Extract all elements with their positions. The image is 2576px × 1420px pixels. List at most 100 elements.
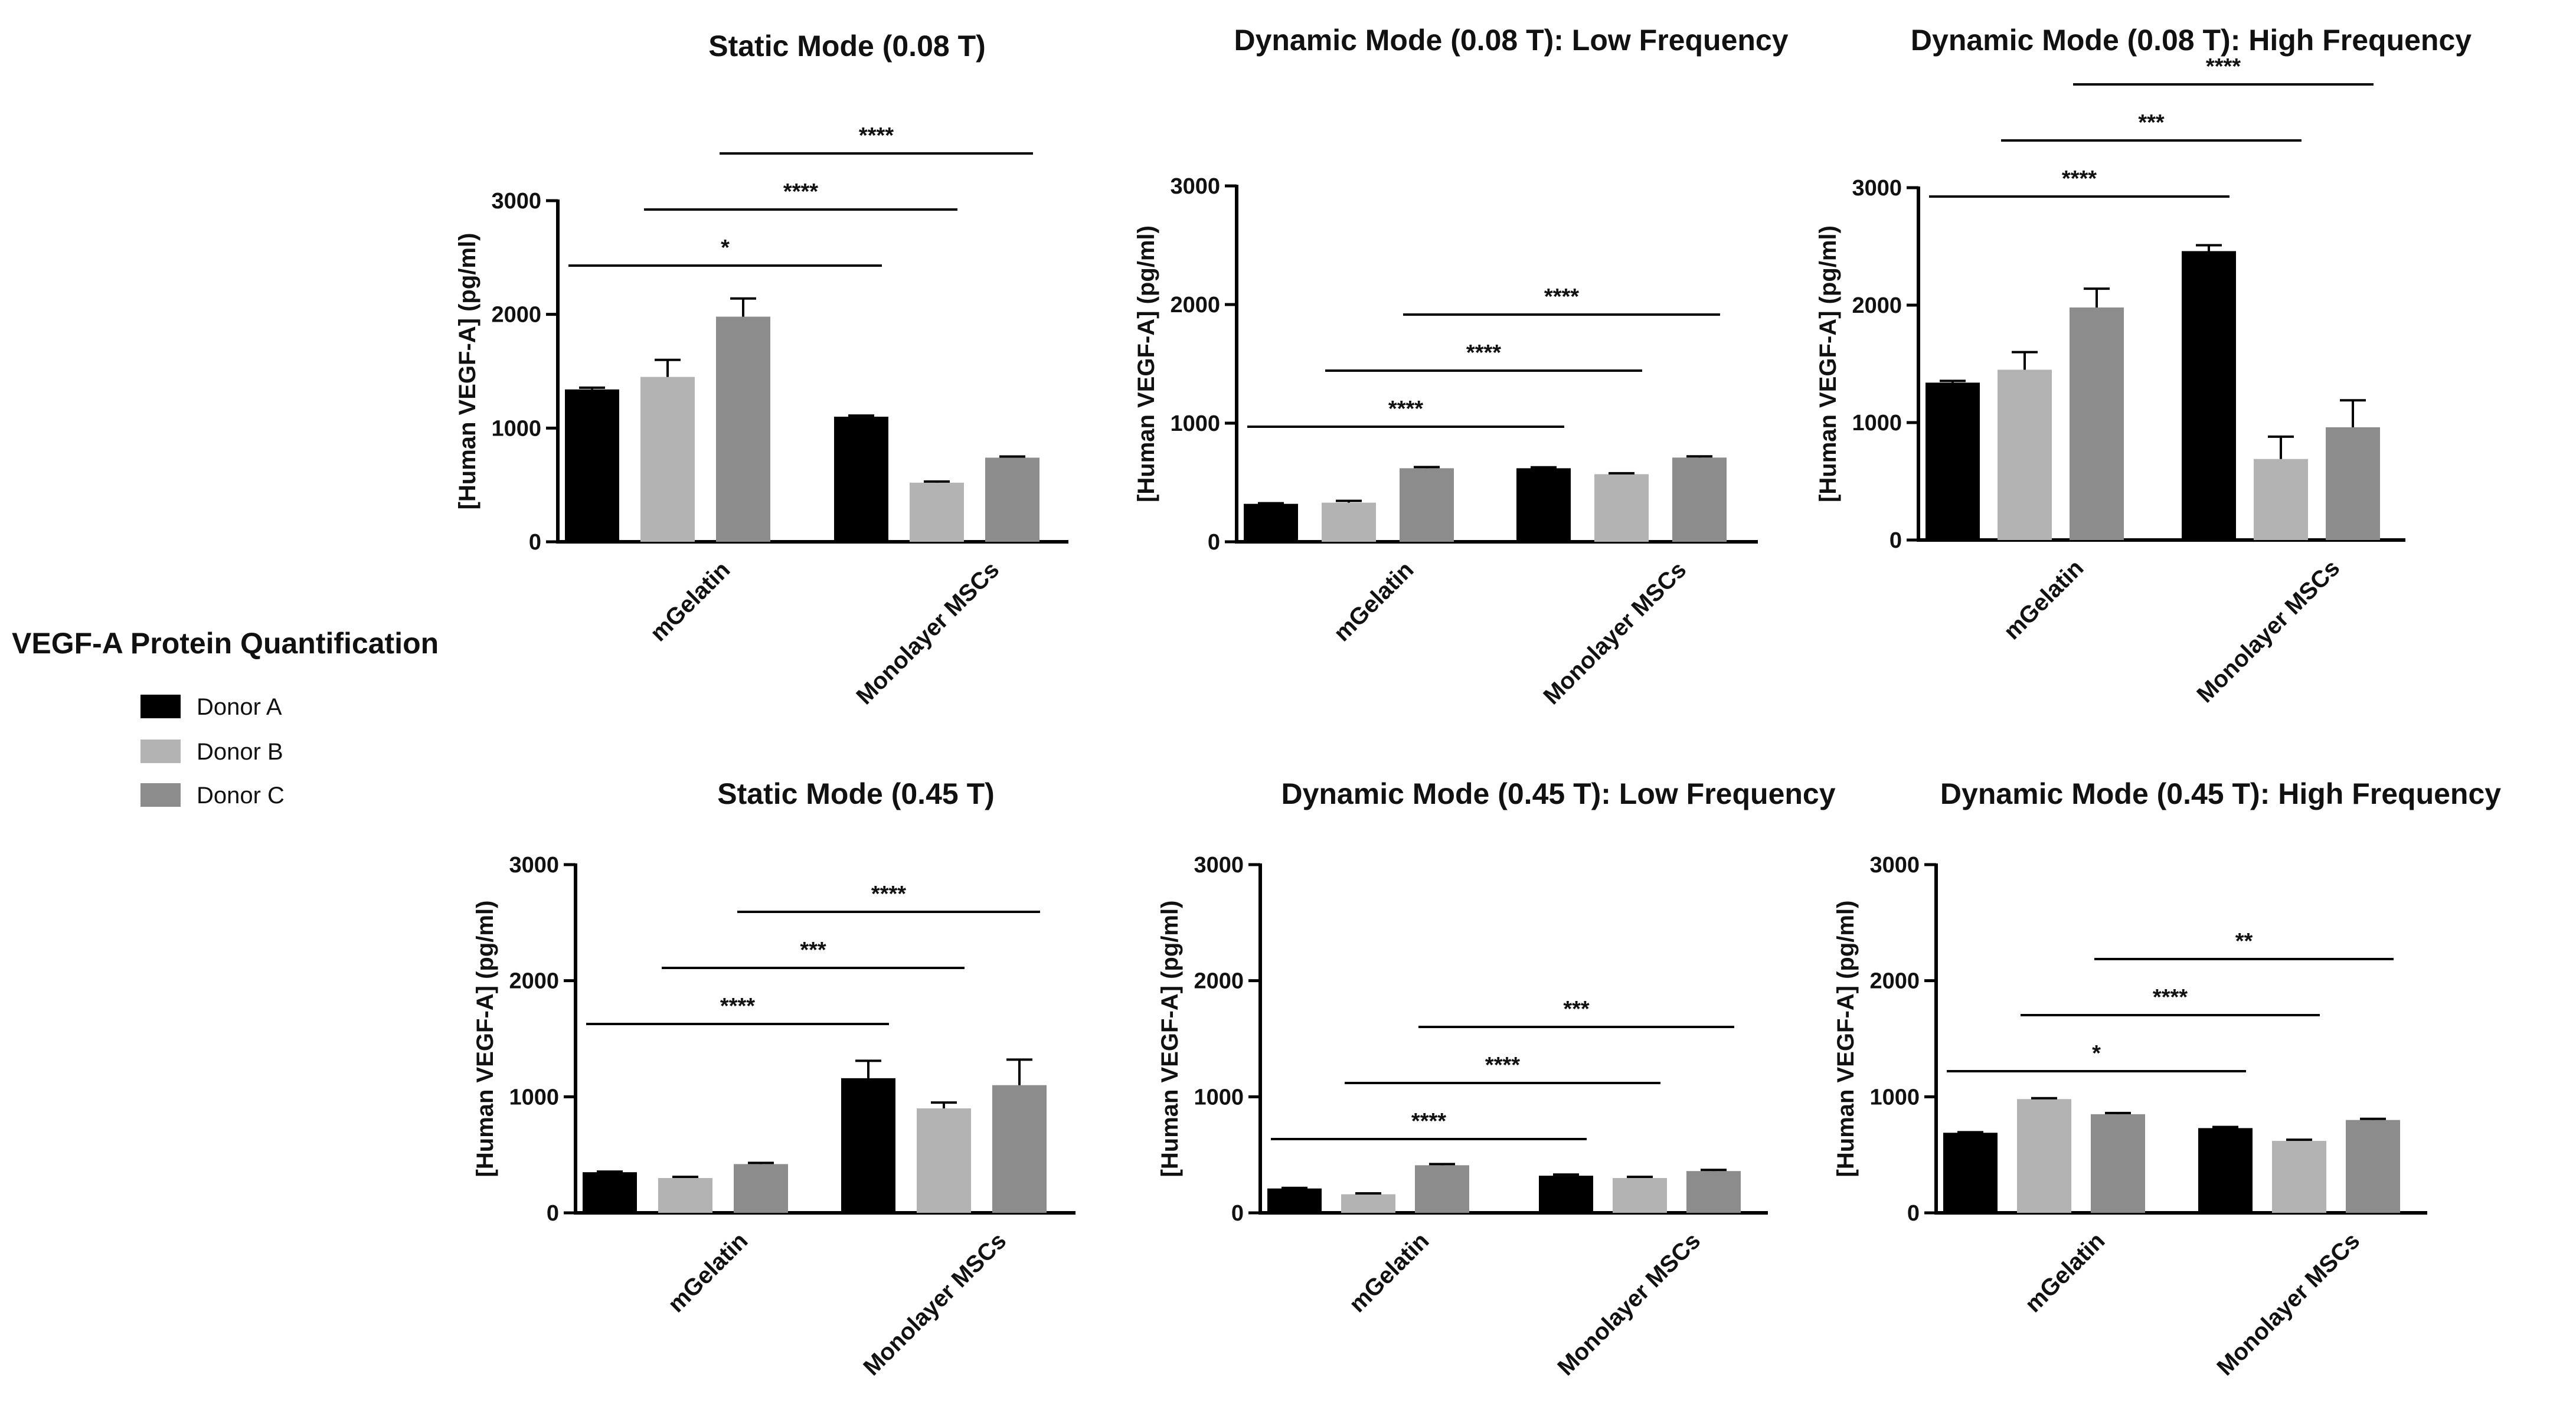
y-tick-label: 1000 (1869, 1085, 1920, 1110)
charts: Static Mode (0.08 T) [Human VEGF-A] (pg/m… (455, 24, 2501, 1380)
bar-donor-c (1415, 1165, 1469, 1213)
x-category-label: Monolayer MSCs (858, 1228, 1011, 1380)
bar-donor-c (992, 1085, 1047, 1213)
y-tick-label: 1000 (1194, 1085, 1244, 1110)
bar-donor-a (583, 1172, 637, 1213)
y-tick-label: 2000 (1852, 293, 1902, 318)
bar-donor-c (985, 457, 1039, 542)
bar-donor-c (2346, 1120, 2400, 1213)
significance-label: **** (1466, 341, 1501, 365)
bar-donor-b (2017, 1099, 2071, 1213)
legend-swatch-donor-a (140, 695, 181, 718)
x-category-label: mGelatin (1329, 557, 1418, 646)
x-category-label: Monolayer MSCs (851, 557, 1004, 709)
bar-donor-b (917, 1108, 971, 1213)
x-category-label: mGelatin (1344, 1228, 1434, 1317)
y-tick-label: 0 (1208, 530, 1220, 555)
y-tick-label: 3000 (1194, 853, 1244, 878)
significance-label: * (2092, 1041, 2101, 1066)
y-axis-label: [Human VEGF-A] (pg/ml) (472, 901, 498, 1177)
y-tick-label: 2000 (1170, 293, 1220, 318)
chart-panel-4: Static Mode (0.45 T) [Human VEGF-A] (pg/m… (472, 777, 1075, 1380)
x-category-label: Monolayer MSCs (1552, 1228, 1705, 1380)
y-tick-label: 1000 (1170, 411, 1220, 436)
significance-label: **** (783, 179, 818, 204)
significance-label: * (721, 235, 730, 260)
legend-title: VEGF-A Protein Quantification (12, 627, 439, 660)
legend-label-donor-c: Donor C (197, 783, 285, 809)
significance-label: **** (1485, 1053, 1520, 1078)
bar-donor-a (1516, 468, 1571, 542)
significance-label: *** (2138, 110, 2165, 135)
significance-label: **** (2206, 54, 2241, 79)
bar-donor-c (1400, 468, 1454, 542)
x-category-label: Monolayer MSCs (2212, 1228, 2365, 1380)
bar-donor-c (2070, 307, 2124, 540)
bar-donor-a (1943, 1133, 1998, 1213)
y-tick-label: 1000 (1852, 411, 1902, 436)
bar-donor-a (841, 1078, 895, 1213)
y-tick-label: 3000 (491, 189, 541, 214)
y-tick-label: 0 (547, 1201, 559, 1226)
x-category-label: mGelatin (1999, 555, 2088, 644)
y-tick-label: 3000 (1170, 174, 1220, 199)
bar-donor-b (1594, 474, 1649, 542)
y-axis-label: [Human VEGF-A] (pg/ml) (1133, 225, 1159, 502)
bar-donor-a (565, 389, 619, 542)
significance-label: **** (1388, 397, 1423, 421)
legend: VEGF-A Protein Quantification Donor A Do… (12, 627, 439, 809)
y-tick-label: 1000 (491, 416, 541, 441)
legend-label-donor-b: Donor B (197, 739, 283, 765)
chart-panel-1: Static Mode (0.08 T) [Human VEGF-A] (pg/m… (455, 30, 1068, 709)
bar-donor-a (2182, 251, 2236, 540)
legend-swatch-donor-b (140, 740, 181, 763)
y-axis-label: [Human VEGF-A] (pg/ml) (455, 233, 480, 510)
bar-donor-a (1539, 1176, 1593, 1213)
bar-donor-c (716, 316, 770, 542)
bar-donor-c (2326, 427, 2380, 540)
y-axis-label: [Human VEGF-A] (pg/ml) (1815, 225, 1841, 502)
x-category-label: mGelatin (645, 557, 735, 646)
y-tick-label: 2000 (509, 969, 559, 994)
y-tick-label: 0 (1907, 1201, 1920, 1226)
bar-donor-a (1267, 1188, 1322, 1213)
bar-donor-b (910, 482, 964, 542)
bar-donor-c (2091, 1114, 2145, 1213)
y-tick-label: 2000 (1869, 969, 1920, 994)
bar-donor-a (834, 417, 888, 542)
chart-panel-5: Dynamic Mode (0.45 T): Low Frequency [Hum… (1157, 777, 1836, 1380)
y-tick-label: 3000 (509, 853, 559, 878)
x-category-label: Monolayer MSCs (1538, 557, 1691, 709)
y-tick-label: 3000 (1869, 853, 1920, 878)
significance-label: *** (800, 938, 826, 963)
chart-panel-2: Dynamic Mode (0.08 T): Low Frequency [Hum… (1133, 24, 1789, 709)
significance-label: *** (1563, 997, 1590, 1022)
significance-label: **** (1411, 1109, 1446, 1134)
bar-donor-c (1672, 457, 1727, 542)
bar-donor-b (2254, 459, 2308, 540)
y-tick-label: 0 (1889, 528, 1902, 553)
significance-label: **** (720, 994, 755, 1019)
y-axis-label: [Human VEGF-A] (pg/ml) (1833, 901, 1859, 1177)
significance-label: **** (2062, 166, 2097, 191)
bar-donor-c (734, 1164, 788, 1213)
bar-donor-b (640, 377, 695, 542)
y-tick-label: 0 (529, 530, 541, 555)
chart-title: Dynamic Mode (0.45 T): Low Frequency (1281, 777, 1835, 810)
y-tick-label: 0 (1231, 1201, 1244, 1226)
bar-donor-a (1926, 382, 1980, 540)
y-tick-label: 2000 (1194, 969, 1244, 994)
chart-title: Dynamic Mode (0.08 T): High Frequency (1911, 24, 2472, 57)
chart-title: Static Mode (0.45 T) (717, 777, 995, 810)
significance-label: **** (1544, 284, 1579, 309)
x-category-label: mGelatin (663, 1228, 753, 1317)
y-tick-label: 2000 (491, 303, 541, 328)
x-category-label: mGelatin (2020, 1228, 2110, 1317)
chart-title: Dynamic Mode (0.45 T): High Frequency (1940, 777, 2501, 810)
chart-panel-3: Dynamic Mode (0.08 T): High Frequency [Hu… (1815, 24, 2472, 708)
legend-swatch-donor-c (140, 783, 181, 807)
bar-donor-a (2198, 1128, 2253, 1213)
chart-title: Static Mode (0.08 T) (708, 30, 986, 63)
significance-label: **** (2153, 985, 2188, 1010)
